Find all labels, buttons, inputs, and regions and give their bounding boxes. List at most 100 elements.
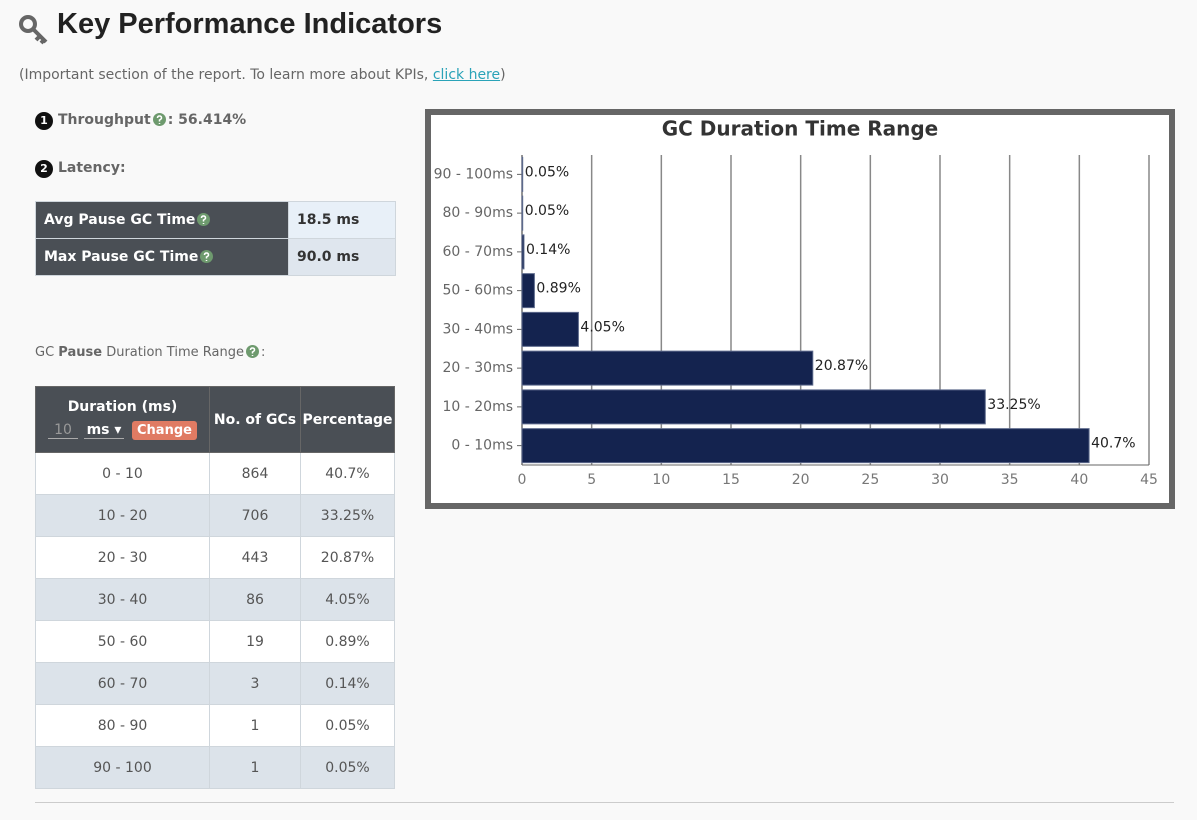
step-number: 2 [35,160,53,178]
section-label: GC Pause Duration Time Range: [35,345,265,360]
throughput-label: Throughput [58,112,151,128]
x-tick-label: 5 [587,472,596,488]
latency-row: Avg Pause GC Time 18.5 ms [35,201,396,239]
range-input[interactable]: 10 [48,422,79,439]
table-cell: 0.05% [300,704,395,747]
latency-label-text: Max Pause GC Time [44,249,199,265]
note: (Important section of the report. To lea… [19,67,506,83]
x-tick-label: 10 [652,472,670,488]
latency-row: Max Pause GC Time 90.0 ms [35,238,396,276]
table-cell: 0.05% [300,746,395,789]
y-tick-label: 10 - 20ms [442,399,513,415]
table-cell: 0.89% [300,620,395,663]
data-label: 33.25% [987,397,1040,413]
table-cell: 20 - 30 [35,536,210,579]
latency-table: Avg Pause GC Time 18.5 ms Max Pause GC Tim… [35,201,396,276]
latency-label: Max Pause GC Time [35,238,289,276]
label-bold: Pause [58,345,103,360]
table-cell: 864 [209,452,301,495]
latency-value: 90.0 ms [288,238,396,276]
change-button[interactable]: Change [132,421,197,440]
page-title: Key Performance Indicators [57,8,443,40]
bar [521,273,535,309]
note-text: (Important section of the report. To lea… [19,67,429,83]
table-cell: 90 - 100 [35,746,210,789]
table-row: 80 - 90 1 0.05% [35,704,395,747]
x-tick-label: 20 [792,472,810,488]
table-row: 10 - 20 706 33.25% [35,494,395,537]
x-tick-label: 25 [861,472,879,488]
table-cell: 60 - 70 [35,662,210,705]
table-cell: 30 - 40 [35,578,210,621]
header-text: Duration (ms) [67,399,178,415]
duration-table: Duration (ms) 10 ms ▾ Change No. of GCs Per… [35,386,395,789]
latency: 2 Latency: [35,160,126,178]
chart: GC Duration Time Range 0 5 10 15 20 25 30 35 40 4… [425,109,1175,509]
latency-label: Latency: [58,160,126,176]
x-tick-label: 30 [931,472,949,488]
table-cell: 0.14% [300,662,395,705]
x-tick-label: 0 [518,472,527,488]
y-tick-label: 0 - 10ms [451,438,513,454]
x-tick-label: 40 [1070,472,1088,488]
help-icon[interactable] [245,345,259,358]
table-cell: 80 - 90 [35,704,210,747]
data-label: 40.7% [1091,436,1135,452]
table-cell: 33.25% [300,494,395,537]
table-cell: 706 [209,494,301,537]
table-row: 50 - 60 19 0.89% [35,620,395,663]
key-icon [19,15,48,45]
bar [521,195,524,231]
table-cell: 1 [209,704,301,747]
bar [521,428,1090,464]
table-cell: 4.05% [300,578,395,621]
bar [521,234,525,270]
y-tick-label: 30 - 40ms [442,321,513,337]
table-row: 0 - 10 864 40.7% [35,452,395,495]
duration-header: Duration (ms) 10 ms ▾ Change [35,386,210,453]
help-icon[interactable] [152,113,166,126]
y-tick-label: 90 - 100ms [434,166,513,182]
table-cell: 3 [209,662,301,705]
help-icon[interactable] [200,250,214,263]
bar [521,350,814,386]
data-label: 4.05% [580,319,624,335]
latency-label-text: Avg Pause GC Time [44,212,196,228]
y-tick-label: 20 - 30ms [442,360,513,376]
table-cell: 1 [209,746,301,789]
bar [521,156,524,192]
table-cell: 50 - 60 [35,620,210,663]
y-tick-label: 50 - 60ms [442,283,513,299]
unit-text: ms [86,422,110,438]
divider [35,802,1174,803]
table-cell: 20.87% [300,536,395,579]
label-part: GC [35,345,55,360]
label-part: Duration Time Range [106,345,244,360]
help-icon[interactable] [197,213,211,226]
x-tick-label: 15 [722,472,740,488]
data-label: 0.14% [526,242,570,258]
table-row: 20 - 30 443 20.87% [35,536,395,579]
latency-value: 18.5 ms [288,201,396,239]
data-label: 0.05% [525,164,569,180]
throughput-value: : 56.414% [167,112,247,128]
unit-select[interactable]: ms ▾ [84,422,125,439]
data-label: 0.89% [536,281,580,297]
x-tick-label: 45 [1140,472,1158,488]
table-cell: 19 [209,620,301,663]
data-label: 0.05% [525,203,569,219]
y-tick-label: 80 - 90ms [442,205,513,221]
table-cell: 10 - 20 [35,494,210,537]
table-cell: 40.7% [300,452,395,495]
table-cell: 86 [209,578,301,621]
table-row: 60 - 70 3 0.14% [35,662,395,705]
throughput: 1 Throughput : 56.414% [35,112,246,130]
percentage-header: Percentage [300,386,395,453]
kpi-link[interactable]: click here [432,67,501,83]
x-tick-label: 35 [1001,472,1019,488]
step-number: 1 [35,112,53,130]
table-cell: 443 [209,536,301,579]
data-label: 20.87% [815,358,868,374]
label-end: : [260,345,266,360]
